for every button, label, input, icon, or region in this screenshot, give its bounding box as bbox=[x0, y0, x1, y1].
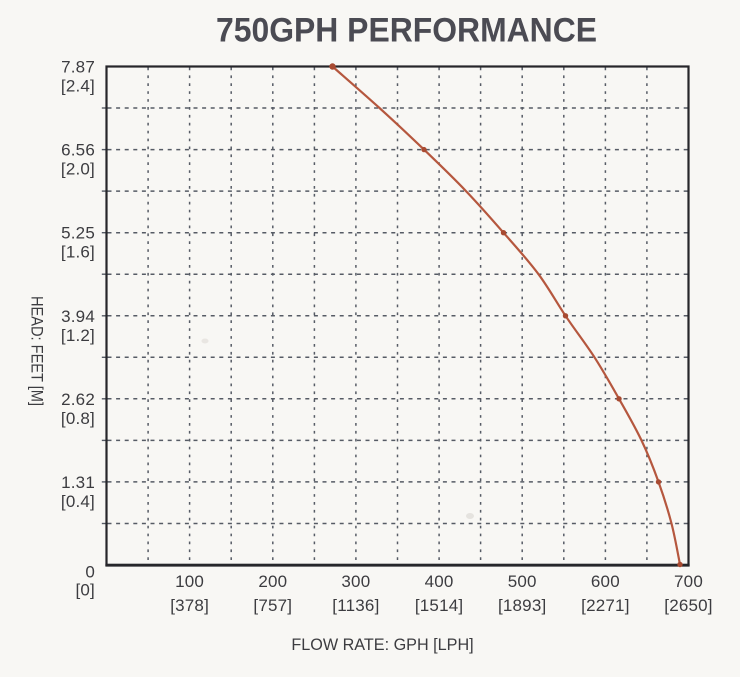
svg-text:700: 700 bbox=[674, 572, 703, 591]
svg-text:300: 300 bbox=[341, 572, 370, 591]
svg-text:400: 400 bbox=[425, 572, 454, 591]
svg-text:[2271]: [2271] bbox=[581, 596, 629, 615]
svg-text:2.62: 2.62 bbox=[61, 390, 95, 409]
svg-text:100: 100 bbox=[175, 572, 204, 591]
svg-text:[0.8]: [0.8] bbox=[61, 409, 95, 428]
svg-text:600: 600 bbox=[591, 572, 620, 591]
svg-text:[1.6]: [1.6] bbox=[61, 243, 95, 262]
svg-text:3.94: 3.94 bbox=[61, 307, 95, 326]
svg-text:200: 200 bbox=[258, 572, 287, 591]
svg-text:[0]: [0] bbox=[75, 581, 95, 600]
svg-text:[757]: [757] bbox=[253, 596, 292, 615]
svg-text:7.87: 7.87 bbox=[61, 58, 95, 77]
svg-text:[2.4]: [2.4] bbox=[61, 77, 95, 96]
svg-text:[1514]: [1514] bbox=[415, 596, 463, 615]
svg-text:[1.2]: [1.2] bbox=[61, 326, 95, 345]
svg-text:6.56: 6.56 bbox=[61, 141, 95, 160]
svg-text:HEAD: FEET [M]: HEAD: FEET [M] bbox=[28, 296, 46, 406]
svg-text:[378]: [378] bbox=[170, 596, 209, 615]
svg-text:[1136]: [1136] bbox=[332, 596, 379, 615]
svg-text:FLOW RATE: GPH [LPH]: FLOW RATE: GPH [LPH] bbox=[291, 636, 473, 654]
svg-text:[2.0]: [2.0] bbox=[61, 160, 95, 179]
svg-text:0: 0 bbox=[85, 563, 95, 582]
svg-text:500: 500 bbox=[508, 572, 537, 591]
svg-text:5.25: 5.25 bbox=[61, 224, 95, 243]
svg-text:[0.4]: [0.4] bbox=[61, 492, 95, 511]
svg-text:1.31: 1.31 bbox=[61, 473, 95, 492]
svg-text:750GPH PERFORMANCE: 750GPH PERFORMANCE bbox=[216, 12, 597, 50]
svg-text:[1893]: [1893] bbox=[498, 596, 546, 615]
svg-text:[2650]: [2650] bbox=[664, 596, 712, 615]
